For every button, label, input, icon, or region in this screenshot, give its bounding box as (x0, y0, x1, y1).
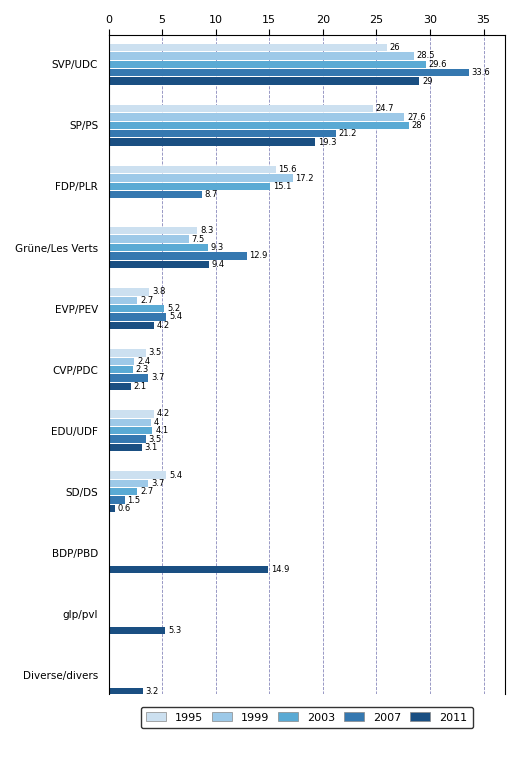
Bar (109, 427, 152, 434)
Text: 2.7: 2.7 (140, 296, 153, 305)
Text: 3.7: 3.7 (151, 479, 164, 488)
Bar (109, 383, 131, 390)
Bar (109, 366, 133, 373)
Text: 29: 29 (422, 76, 433, 85)
Bar (109, 260, 209, 268)
Bar (109, 444, 142, 451)
Text: 26: 26 (390, 43, 400, 52)
Text: 2.1: 2.1 (134, 382, 147, 391)
Bar (109, 313, 166, 320)
Text: 4.2: 4.2 (156, 410, 170, 418)
Bar (109, 350, 146, 357)
Bar (109, 139, 315, 146)
Bar (109, 505, 115, 512)
Bar (109, 52, 414, 59)
Text: 5.3: 5.3 (168, 626, 181, 635)
Text: 3.1: 3.1 (145, 443, 158, 452)
Text: 8.7: 8.7 (204, 190, 218, 199)
Bar (109, 61, 426, 68)
Text: 21.2: 21.2 (339, 129, 357, 139)
Bar (109, 175, 293, 182)
Text: 2.3: 2.3 (136, 365, 149, 374)
Text: 3.5: 3.5 (149, 348, 162, 357)
Bar (109, 182, 270, 190)
Bar (109, 288, 149, 296)
Legend: 1995, 1999, 2003, 2007, 2011: 1995, 1999, 2003, 2007, 2011 (140, 707, 473, 728)
Text: 14.9: 14.9 (271, 565, 289, 574)
Text: 27.6: 27.6 (407, 112, 425, 122)
Bar (109, 419, 151, 426)
Bar (109, 296, 137, 304)
Text: 24.7: 24.7 (376, 104, 394, 113)
Bar (109, 113, 404, 121)
Bar (109, 122, 409, 129)
Bar (109, 566, 268, 573)
Bar (109, 357, 134, 365)
Text: 15.1: 15.1 (273, 182, 291, 191)
Text: 1.5: 1.5 (127, 496, 140, 504)
Text: 12.9: 12.9 (250, 251, 268, 260)
Text: 5.4: 5.4 (169, 313, 182, 321)
Text: 7.5: 7.5 (191, 235, 205, 243)
Bar (109, 627, 165, 634)
Text: 4.1: 4.1 (155, 426, 168, 435)
Bar (109, 322, 153, 329)
Text: 3.2: 3.2 (146, 687, 159, 696)
Bar (109, 488, 137, 495)
Bar (109, 471, 166, 479)
Text: 3.7: 3.7 (151, 373, 164, 383)
Text: 0.6: 0.6 (118, 504, 131, 513)
Bar (109, 191, 202, 199)
Bar (109, 305, 164, 313)
Text: 9.3: 9.3 (211, 243, 224, 252)
Text: 29.6: 29.6 (428, 60, 447, 69)
Text: 15.6: 15.6 (278, 166, 297, 174)
Bar (109, 236, 189, 243)
Bar (109, 497, 125, 504)
Bar (109, 77, 419, 85)
Text: 5.2: 5.2 (167, 304, 180, 313)
Bar (109, 435, 146, 443)
Text: 3.5: 3.5 (149, 434, 162, 444)
Bar (109, 688, 143, 695)
Text: 33.6: 33.6 (471, 69, 490, 77)
Text: 28: 28 (411, 121, 422, 130)
Bar (109, 105, 373, 112)
Bar (109, 244, 208, 251)
Text: 8.3: 8.3 (200, 226, 214, 236)
Text: 2.7: 2.7 (140, 487, 153, 496)
Text: 19.3: 19.3 (318, 138, 336, 146)
Bar (109, 166, 276, 173)
Text: 17.2: 17.2 (295, 173, 314, 182)
Bar (109, 480, 148, 487)
Text: 4: 4 (154, 418, 159, 427)
Bar (109, 227, 198, 235)
Bar (109, 253, 247, 259)
Bar (109, 374, 148, 382)
Text: 4.2: 4.2 (156, 321, 170, 330)
Text: 28.5: 28.5 (417, 52, 435, 61)
Text: 5.4: 5.4 (169, 470, 182, 480)
Bar (109, 69, 469, 76)
Bar (109, 130, 336, 137)
Text: 3.8: 3.8 (152, 287, 165, 296)
Bar (109, 410, 153, 417)
Text: 9.4: 9.4 (212, 259, 225, 269)
Bar (109, 44, 387, 52)
Text: 2.4: 2.4 (137, 357, 150, 366)
